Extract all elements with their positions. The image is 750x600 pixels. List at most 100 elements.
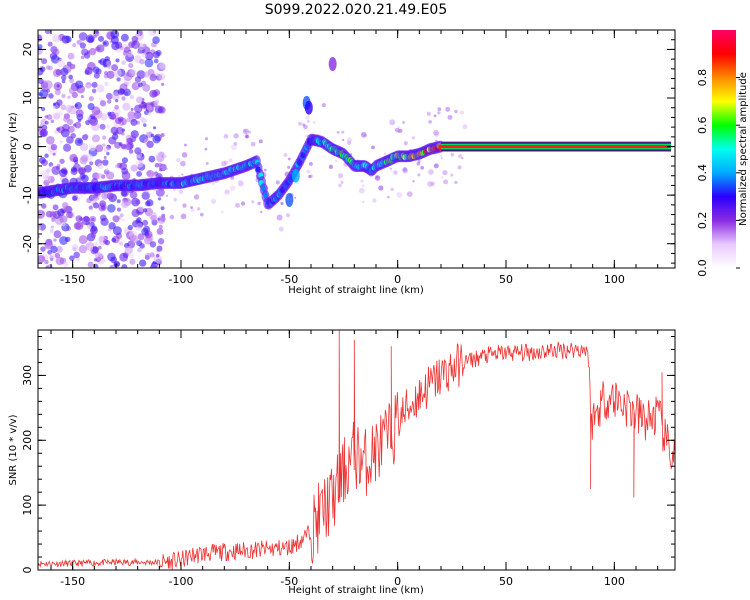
noise-blob xyxy=(79,142,89,152)
noise-blob xyxy=(121,96,126,101)
noise-blob xyxy=(90,228,96,234)
noise-blob xyxy=(121,157,129,164)
noise-blob xyxy=(142,123,147,127)
noise-blob xyxy=(106,64,112,70)
noise-blob xyxy=(59,140,63,144)
noise-blob xyxy=(110,30,120,39)
side-feature xyxy=(291,168,300,183)
halo-blob xyxy=(228,158,233,163)
noise-blob xyxy=(81,216,91,226)
colorbar-tick-label: 0.2 xyxy=(696,212,709,230)
halo-blob xyxy=(426,111,431,116)
noise-blob xyxy=(149,264,158,268)
noise-blob xyxy=(53,230,62,239)
noise-blob xyxy=(88,205,93,210)
noise-blob xyxy=(96,172,103,179)
noise-blob xyxy=(95,68,102,75)
noise-blob xyxy=(88,245,94,251)
noise-blob xyxy=(78,222,84,228)
noise-blob xyxy=(50,245,58,254)
x-tick-label: 50 xyxy=(499,273,513,286)
noise-blob xyxy=(153,254,162,263)
halo-blob xyxy=(454,109,458,114)
noise-blob xyxy=(102,143,106,147)
noise-blob xyxy=(106,171,115,180)
halo-blob xyxy=(378,185,384,191)
noise-blob xyxy=(146,169,155,178)
noise-blob xyxy=(99,58,107,66)
noise-blob xyxy=(102,40,109,47)
halo-blob xyxy=(457,165,462,170)
noise-blob xyxy=(130,164,138,172)
halo-blob xyxy=(340,180,344,184)
spectrogram-y-ticks: -20 -10 0 10 20 xyxy=(21,29,675,264)
noise-blob xyxy=(38,254,46,263)
noise-blob xyxy=(121,200,129,209)
halo-blob xyxy=(178,189,184,194)
noise-blob xyxy=(127,224,133,231)
halo-blob xyxy=(181,152,188,158)
noise-blob xyxy=(124,245,133,255)
noise-blob xyxy=(73,251,80,259)
noise-blob xyxy=(91,246,99,254)
halo-blob xyxy=(180,160,186,167)
halo-blob xyxy=(393,170,398,175)
halo-blob xyxy=(193,194,200,200)
noise-blob xyxy=(144,231,150,237)
noise-blob xyxy=(143,71,150,78)
colorbar-tick-label: 0.4 xyxy=(696,164,709,182)
noise-blob xyxy=(121,131,125,136)
halo-blob xyxy=(312,120,316,124)
noise-blob xyxy=(104,81,109,86)
noise-blob xyxy=(88,47,97,56)
noise-blob xyxy=(78,235,88,245)
noise-blob xyxy=(152,51,161,59)
halo-blob xyxy=(210,198,217,205)
halo-blob xyxy=(433,129,439,136)
halo-blob xyxy=(337,173,344,179)
x-tick-label: -50 xyxy=(280,273,298,286)
colorbar: 0.0 0.2 0.4 0.6 0.8 Normalized spectral ampl… xyxy=(696,30,749,277)
noise-blob xyxy=(42,93,48,99)
noise-blob xyxy=(141,100,145,105)
y-tick-label: 0 xyxy=(21,143,34,150)
noise-blob xyxy=(147,112,152,116)
noise-blob xyxy=(152,135,161,144)
halo-blob xyxy=(223,134,229,139)
noise-blob xyxy=(63,261,69,267)
noise-blob xyxy=(137,49,142,54)
noise-blob xyxy=(52,105,56,109)
noise-blob xyxy=(89,117,99,126)
noise-blob xyxy=(103,64,107,68)
noise-blob xyxy=(88,96,94,102)
noise-blob xyxy=(124,91,129,96)
colorbar-tick-label: 0.0 xyxy=(696,259,709,277)
noise-blob xyxy=(155,254,160,258)
halo-blob xyxy=(427,181,433,187)
halo-blob xyxy=(437,107,442,112)
noise-blob xyxy=(159,168,163,172)
noise-blob xyxy=(62,123,70,132)
noise-blob xyxy=(136,222,143,229)
halo-blob xyxy=(397,129,401,133)
noise-blob xyxy=(100,217,109,227)
halo-blob xyxy=(286,213,290,218)
noise-blob xyxy=(46,88,51,93)
halo-blob xyxy=(374,175,381,181)
halo-blob xyxy=(437,111,441,115)
halo-blob xyxy=(390,187,394,192)
noise-blob xyxy=(87,224,92,230)
halo-blob xyxy=(221,160,227,167)
noise-blob xyxy=(67,95,71,99)
noise-blob xyxy=(44,114,49,119)
halo-blob xyxy=(233,133,239,139)
noise-blob xyxy=(67,52,75,60)
noise-blob xyxy=(146,199,154,207)
halo-blob xyxy=(336,130,340,134)
halo-blob xyxy=(412,180,415,183)
noise-blob xyxy=(72,43,77,48)
noise-blob xyxy=(119,162,128,171)
noise-blob xyxy=(41,203,47,209)
noise-blob xyxy=(38,44,43,50)
noise-blob xyxy=(59,168,68,178)
